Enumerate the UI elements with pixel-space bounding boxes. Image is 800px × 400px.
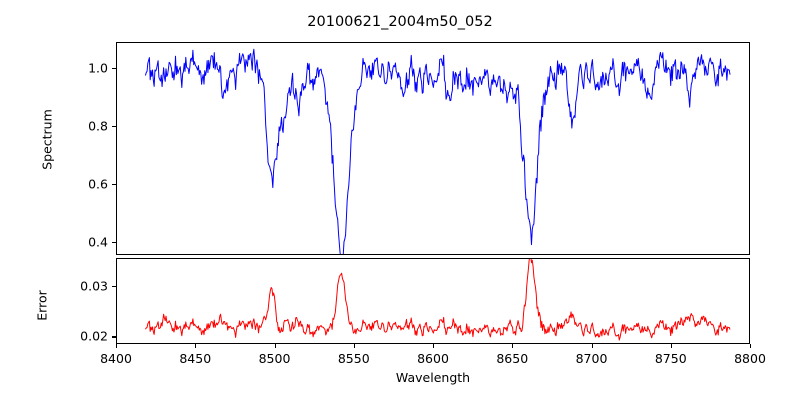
error-xtick-label: 8550 [337,351,370,366]
error-xtick-mark [591,344,593,348]
error-xtick-mark [670,344,672,348]
error-xtick-mark [274,344,276,348]
y-axis-label-spectrum: Spectrum [39,109,55,170]
error-ytick-mark [112,336,116,338]
error-xtick-mark [195,344,197,348]
spectrum-ytick-mark [112,68,116,70]
spectrum-ytick-mark [112,184,116,186]
y-axis-label-error: Error [34,290,50,321]
error-xtick-label: 8800 [734,351,766,366]
error-xtick-mark [750,344,752,348]
error-xtick-label: 8500 [258,351,291,366]
x-axis-label: Wavelength [395,370,471,385]
error-line-series [117,259,749,343]
spectrum-ytick-label: 0.4 [88,234,108,250]
error-xtick-mark [353,344,355,348]
error-xtick-label: 8450 [179,351,212,366]
error-ytick-label: 0.03 [80,278,108,294]
spectrum-axes [116,42,750,255]
page-title: 20100621_2004m50_052 [307,14,493,30]
error-xtick-label: 8400 [100,351,132,366]
spectrum-ytick-mark [112,126,116,128]
error-xtick-label: 8650 [496,351,529,366]
error-xtick-mark [512,344,514,348]
error-xtick-label: 8700 [575,351,608,366]
spectrum-line-series [117,43,749,254]
spectrum-ytick-label: 0.8 [88,118,108,134]
spectrum-ytick-label: 0.6 [88,176,108,192]
error-ytick-label: 0.02 [80,328,108,344]
error-xtick-label: 8750 [654,351,687,366]
error-xtick-mark [116,344,118,348]
error-axes [116,258,750,344]
spectrum-ytick-mark [112,241,116,244]
error-ytick-mark [112,285,116,287]
error-xtick-label: 8600 [417,351,449,366]
error-xtick-mark [433,344,435,348]
spectrum-ytick-label: 1.0 [88,60,108,76]
